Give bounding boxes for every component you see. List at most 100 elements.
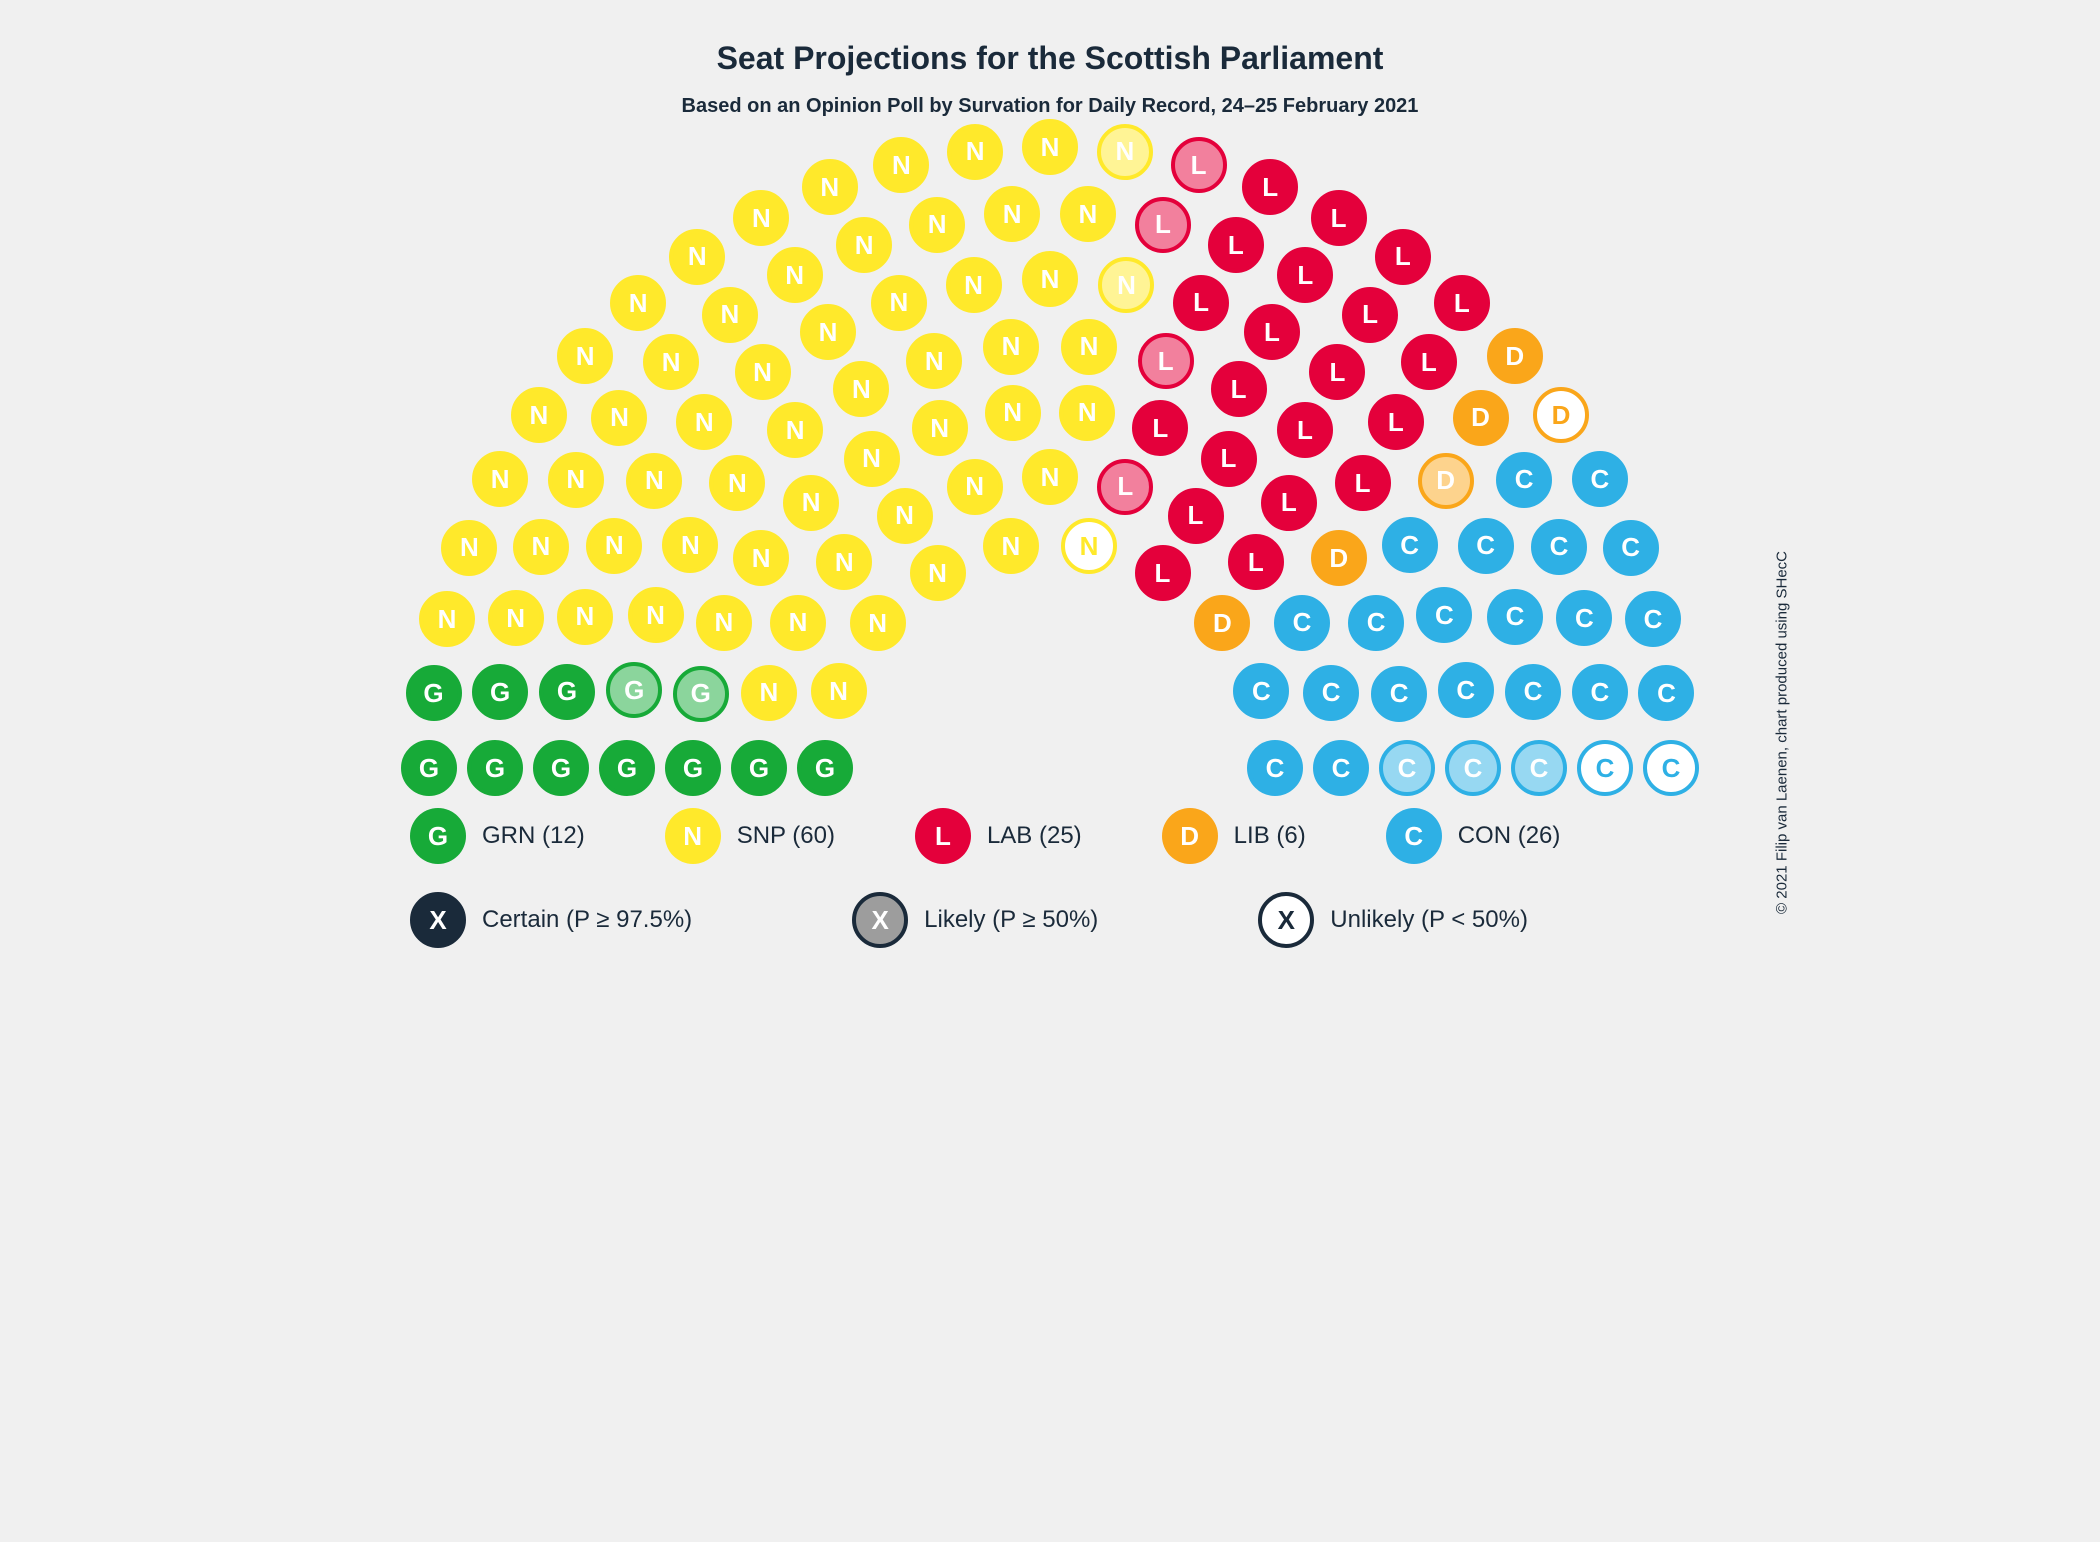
seat-l: L [1138,333,1194,389]
seat-n: N [586,518,642,574]
legend-swatch-grn: G [410,808,466,864]
legend-item-certain: XCertain (P ≥ 97.5%) [410,892,692,948]
seat-c: C [1531,519,1587,575]
seat-l: L [1311,190,1367,246]
seat-n: N [833,361,889,417]
seat-n: N [628,587,684,643]
seat-d: D [1533,387,1589,443]
seat-l: L [1434,275,1490,331]
seat-n: N [767,402,823,458]
seat-n: N [985,385,1041,441]
seat-l: L [1201,431,1257,487]
seat-n: N [511,387,567,443]
legend-swatch-lab: L [915,808,971,864]
seat-c: C [1487,589,1543,645]
seat-n: N [1022,119,1078,175]
seat-n: N [488,590,544,646]
seat-c: C [1643,740,1699,796]
seat-l: L [1277,402,1333,458]
seat-g: G [673,666,729,722]
seat-n: N [626,453,682,509]
legend-swatch-lib: D [1162,808,1218,864]
seat-n: N [735,344,791,400]
seat-g: G [401,740,457,796]
seat-n: N [1061,319,1117,375]
legend-swatch-con: C [1386,808,1442,864]
seat-c: C [1233,663,1289,719]
seat-l: L [1168,488,1224,544]
seat-n: N [844,431,900,487]
legend-item-likely: X Likely (P ≥ 50%) [852,892,1098,948]
seat-d: D [1311,530,1367,586]
seat-c: C [1505,664,1561,720]
seat-g: G [539,664,595,720]
seat-n: N [441,520,497,576]
party-legend-row: G GRN (12) NSNP (60) L LAB (25) DLIB (6) C CON … [410,808,1740,864]
seat-n: N [1097,124,1153,180]
seat-c: C [1371,666,1427,722]
seat-c: C [1348,595,1404,651]
seat-n: N [770,595,826,651]
seat-n: N [877,488,933,544]
seat-g: G [467,740,523,796]
seat-n: N [802,159,858,215]
seat-g: G [731,740,787,796]
seat-n: N [1061,518,1117,574]
seat-c: C [1382,517,1438,573]
seat-c: C [1379,740,1435,796]
seat-g: G [797,740,853,796]
seat-l: L [1097,459,1153,515]
seat-g: G [599,740,655,796]
seat-c: C [1416,587,1472,643]
legend-label: SNP (60) [737,822,835,850]
seat-l: L [1211,361,1267,417]
seat-n: N [836,217,892,273]
legend-label: Likely (P ≥ 50%) [924,906,1098,934]
seat-n: N [800,304,856,360]
seat-l: L [1242,159,1298,215]
seat-n: N [591,390,647,446]
chart-page: Seat Projections for the Scottish Parlia… [300,0,1800,1101]
seat-l: L [1173,275,1229,331]
seat-l: L [1208,217,1264,273]
seat-c: C [1572,664,1628,720]
seat-n: N [873,137,929,193]
seat-n: N [557,589,613,645]
seat-l: L [1277,247,1333,303]
seat-n: N [557,328,613,384]
seat-l: L [1309,344,1365,400]
seat-l: L [1132,400,1188,456]
seat-c: C [1274,595,1330,651]
seat-n: N [669,229,725,285]
legend-label: CON (26) [1458,822,1561,850]
legend-label: GRN (12) [482,822,585,850]
seat-n: N [909,197,965,253]
seat-l: L [1171,137,1227,193]
seat-n: N [741,665,797,721]
seat-n: N [850,595,906,651]
seat-l: L [1135,197,1191,253]
seat-c: C [1438,662,1494,718]
seat-n: N [696,595,752,651]
seat-l: L [1135,545,1191,601]
seat-l: L [1261,475,1317,531]
legend-label: LAB (25) [987,822,1082,850]
legend-item-unlikely: XUnlikely (P < 50%) [1258,892,1528,948]
seat-n: N [816,534,872,590]
legend-item-lib: DLIB (6) [1162,808,1306,864]
seat-n: N [783,475,839,531]
seat-n: N [947,124,1003,180]
seat-l: L [1375,229,1431,285]
legend-swatch-likely: X [852,892,908,948]
seat-n: N [910,545,966,601]
legend-label: Certain (P ≥ 97.5%) [482,906,692,934]
seat-c: C [1638,665,1694,721]
legend-item-lab: L LAB (25) [915,808,1082,864]
seat-n: N [984,186,1040,242]
seat-n: N [947,459,1003,515]
hemicycle-chart: GGGGGGGGGGGGNNNNNNNNNNNNNNNNNNNNNNNNNNNN… [360,158,1740,778]
seat-c: C [1625,591,1681,647]
seat-l: L [1342,287,1398,343]
seat-n: N [1060,186,1116,242]
legend-item-snp: NSNP (60) [665,808,835,864]
